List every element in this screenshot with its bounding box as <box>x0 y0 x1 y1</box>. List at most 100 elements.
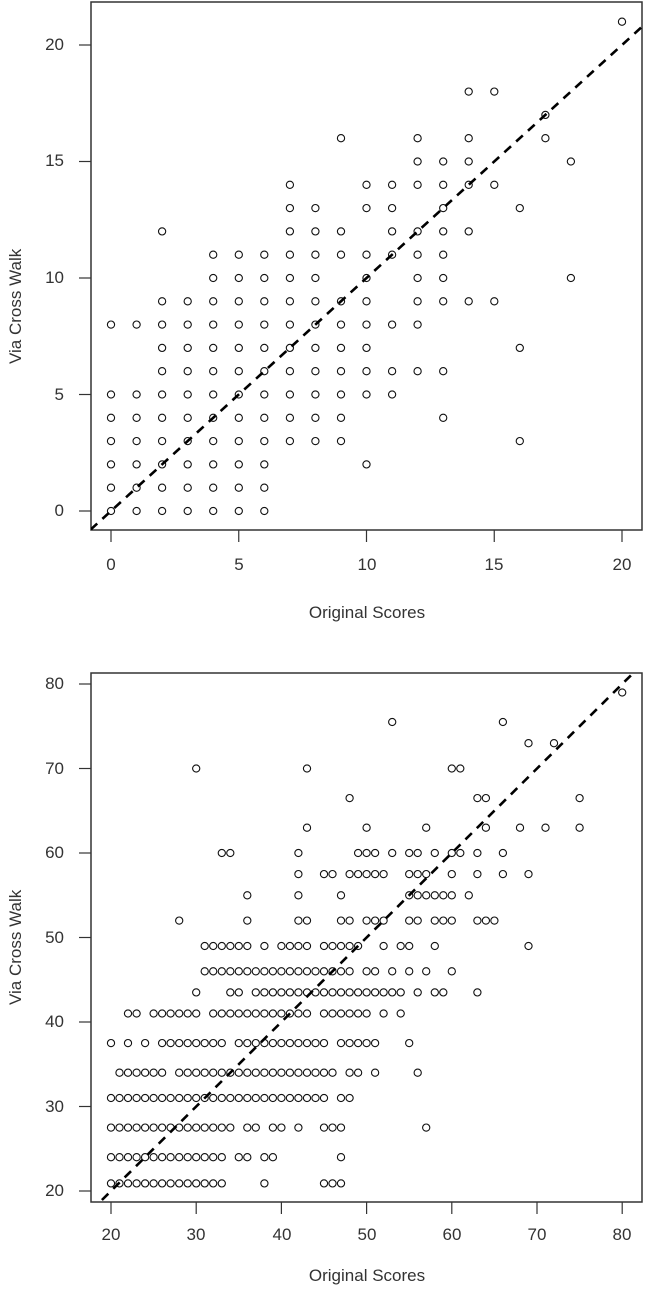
data-point <box>183 1179 192 1188</box>
data-point <box>157 390 167 399</box>
data-point <box>370 916 380 925</box>
data-point <box>226 1093 235 1103</box>
data-point <box>217 1068 226 1077</box>
data-point <box>209 390 218 399</box>
data-point <box>439 988 448 997</box>
data-point <box>464 157 473 166</box>
data-point <box>345 988 354 997</box>
data-point <box>379 916 388 925</box>
data-point <box>243 1068 252 1077</box>
data-point <box>413 848 422 858</box>
x-tick-label: 0 <box>106 555 116 574</box>
data-point <box>106 1179 116 1188</box>
data-point <box>217 1093 226 1103</box>
data-point <box>243 1009 252 1018</box>
data-point <box>243 1153 252 1162</box>
data-point <box>209 297 218 306</box>
data-point <box>132 1009 141 1018</box>
data-point <box>140 1179 150 1188</box>
data-point <box>277 1038 286 1048</box>
data-point <box>336 367 346 376</box>
data-point <box>209 483 218 492</box>
data-point <box>311 1068 320 1077</box>
data-point <box>447 967 456 976</box>
data-point <box>115 1179 124 1188</box>
data-point <box>209 1093 218 1103</box>
data-point <box>464 180 473 189</box>
data-point <box>209 1068 218 1077</box>
data-point <box>413 1068 422 1077</box>
data-point <box>405 891 414 900</box>
data-point <box>413 227 422 236</box>
data-point <box>439 273 448 283</box>
data-point <box>183 297 192 306</box>
data-point <box>515 343 524 353</box>
data-point <box>413 297 422 306</box>
data-point <box>132 483 141 492</box>
data-point <box>405 1038 414 1048</box>
data-point <box>285 967 295 976</box>
data-point <box>251 1038 260 1048</box>
data-point <box>183 1153 192 1162</box>
data-point <box>132 1093 141 1103</box>
data-point <box>328 1123 337 1132</box>
data-point <box>353 988 363 997</box>
data-point <box>379 869 388 879</box>
data-point <box>285 273 295 283</box>
data-point <box>319 1009 329 1018</box>
data-point <box>251 988 260 997</box>
data-point <box>294 848 303 858</box>
data-point <box>370 988 380 997</box>
data-point <box>319 988 329 997</box>
data-point <box>200 967 209 976</box>
data-point <box>294 869 303 879</box>
data-point <box>464 297 473 306</box>
data-point <box>336 916 346 925</box>
data-point <box>260 1093 269 1103</box>
data-point <box>302 916 312 925</box>
data-point <box>285 390 295 399</box>
data-point <box>311 203 320 213</box>
data-point <box>217 1179 226 1188</box>
data-point <box>379 941 388 951</box>
data-point <box>200 1123 209 1132</box>
data-point <box>430 891 439 900</box>
data-point <box>157 1038 167 1048</box>
data-point <box>149 1179 158 1188</box>
data-point <box>336 436 346 446</box>
data-point <box>106 1093 116 1103</box>
data-point <box>353 869 363 879</box>
data-point <box>157 367 167 376</box>
data-point <box>260 390 269 399</box>
data-point <box>268 1123 278 1132</box>
data-point <box>234 941 243 951</box>
data-point <box>166 1009 175 1018</box>
data-point <box>413 869 422 879</box>
data-point <box>405 848 414 858</box>
data-point <box>106 506 116 516</box>
x-tick-label: 20 <box>101 1225 121 1244</box>
data-point <box>183 367 192 376</box>
data-point <box>473 988 482 997</box>
data-point <box>166 1038 175 1048</box>
data-point <box>209 506 218 516</box>
data-point <box>209 1123 218 1132</box>
data-point <box>387 203 397 213</box>
data-point <box>106 390 116 399</box>
data-point <box>260 320 269 329</box>
data-point <box>285 180 295 189</box>
data-point <box>311 273 320 283</box>
data-point <box>524 739 533 748</box>
data-point <box>336 390 346 399</box>
data-point <box>106 320 116 329</box>
data-point <box>362 343 371 353</box>
data-point <box>183 460 192 469</box>
x-tick-label: 5 <box>234 555 244 574</box>
data-point <box>268 1153 278 1162</box>
data-point <box>115 1068 124 1077</box>
data-point <box>277 1123 286 1132</box>
data-point <box>422 891 431 900</box>
data-point <box>430 916 439 925</box>
data-point <box>336 1009 346 1018</box>
data-point <box>260 1153 269 1162</box>
